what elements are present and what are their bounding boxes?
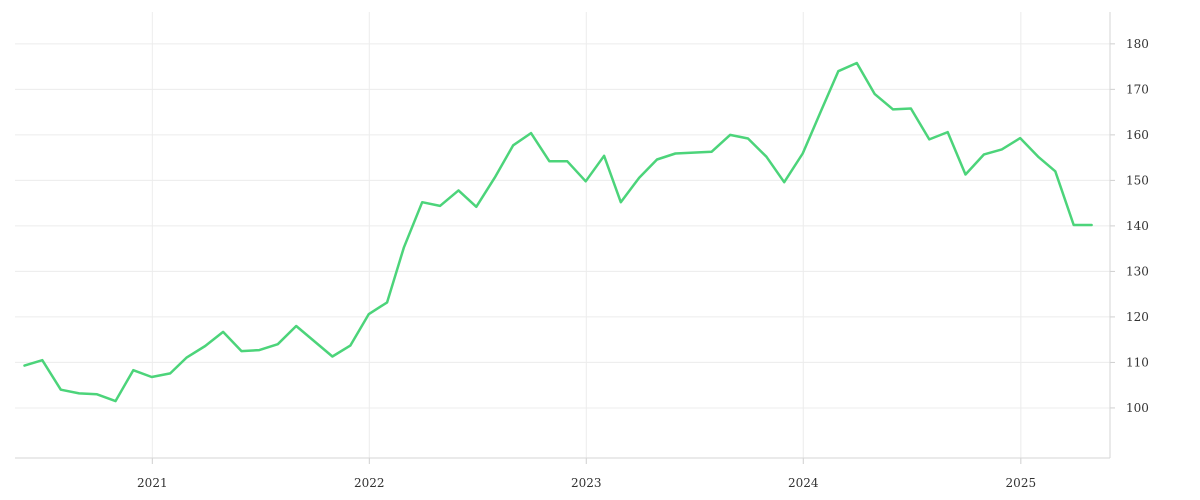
series-layer <box>23 61 1093 403</box>
x-tick-label: 2025 <box>1006 476 1037 490</box>
y-tick-label: 130 <box>1126 264 1149 278</box>
x-tick-label: 2022 <box>354 476 385 490</box>
y-tick-label: 120 <box>1126 310 1149 324</box>
y-tick-label: 150 <box>1126 173 1149 187</box>
x-tick-label: 2021 <box>137 476 168 490</box>
y-tick-label: 100 <box>1126 401 1149 415</box>
grid <box>15 12 1110 458</box>
series-line <box>23 61 1093 403</box>
axes: 100 110 120 130 140 150 160 170 180 2021 2022 2023 2… <box>15 12 1149 490</box>
x-tick-label: 2024 <box>788 476 819 490</box>
y-tick-label: 140 <box>1126 219 1149 233</box>
y-tick-label: 180 <box>1126 37 1149 51</box>
x-tick-label: 2023 <box>571 476 602 490</box>
y-tick-label: 160 <box>1126 128 1149 142</box>
y-tick-label: 110 <box>1126 355 1149 369</box>
y-tick-label: 170 <box>1126 82 1149 96</box>
